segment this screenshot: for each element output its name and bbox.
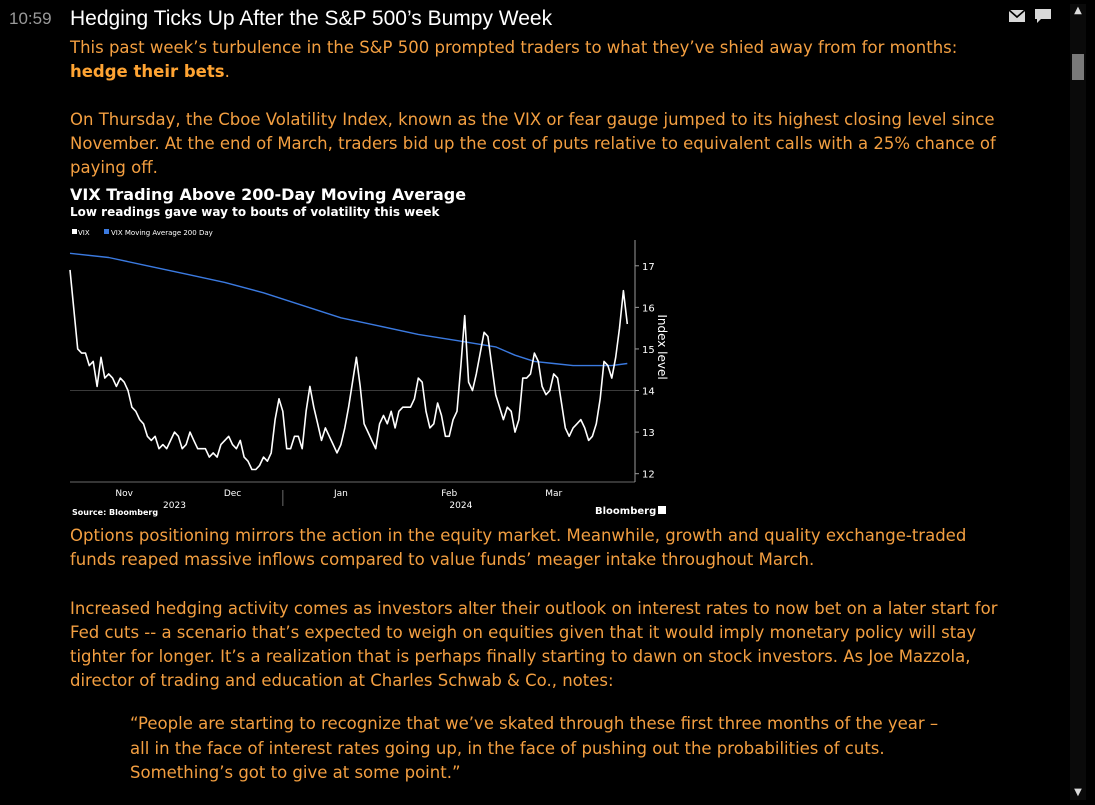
- legend-label-ma: VIX Moving Average 200 Day: [111, 229, 213, 237]
- y-tick-label: 14: [642, 387, 655, 398]
- mail-icon[interactable]: [1008, 8, 1026, 24]
- story-actions: [1008, 8, 1052, 24]
- intro-text-end: .: [224, 62, 230, 81]
- paragraph-options: Options positioning mirrors the action i…: [70, 526, 967, 569]
- intro-text: This past week’s turbulence in the S&P 5…: [70, 38, 958, 57]
- legend-swatch-ma: [104, 229, 109, 234]
- legend-label-vix: VIX: [78, 229, 90, 237]
- plot-area: 12 13 14 15 16 17 Nov Dec Jan Feb Mar 2023 2024: [69, 240, 655, 511]
- headline: Hedging Ticks Up After the S&P 500’s Bum…: [70, 7, 553, 30]
- scrollbar[interactable]: ▲ ▼: [1070, 4, 1086, 800]
- x-tick-label: Dec: [224, 489, 241, 499]
- x-tick-label: Mar: [545, 489, 562, 499]
- y-tick-label: 15: [642, 345, 655, 356]
- scroll-down-icon[interactable]: ▼: [1074, 787, 1082, 798]
- paragraph-vix: On Thursday, the Cboe Volatility Index, …: [70, 110, 996, 177]
- y-axis-label: Index level: [655, 314, 669, 379]
- x-tick-label: Feb: [441, 489, 457, 499]
- y-tick-label: 16: [642, 303, 655, 314]
- chart-subtitle: Low readings gave way to bouts of volati…: [70, 205, 441, 219]
- series-line-vix: [69, 269, 629, 471]
- scroll-thumb[interactable]: [1072, 54, 1084, 80]
- bloomberg-logo-icon: [658, 506, 666, 514]
- scroll-up-icon[interactable]: ▲: [1074, 5, 1082, 16]
- paragraph-intro: This past week’s turbulence in the S&P 5…: [70, 36, 1000, 84]
- chart-legend: VIX VIX Moving Average 200 Day: [72, 229, 213, 237]
- x-year-label: 2024: [449, 501, 472, 511]
- comment-icon[interactable]: [1034, 8, 1052, 24]
- y-tick-label: 12: [642, 470, 655, 481]
- paragraph-hedging: Increased hedging activity comes as inve…: [70, 599, 998, 690]
- legend-swatch-vix: [72, 229, 77, 234]
- series-line-ma: [69, 252, 628, 367]
- x-tick-label: Jan: [333, 489, 348, 499]
- brand-label: Bloomberg: [595, 506, 656, 517]
- x-tick-label: Nov: [115, 489, 133, 499]
- intro-bold-text: hedge their bets: [70, 62, 225, 81]
- x-year-label: 2023: [163, 501, 186, 511]
- y-tick-label: 17: [642, 262, 655, 273]
- vix-chart: VIX Trading Above 200-Day Moving Average…: [69, 185, 669, 517]
- blockquote: “People are starting to recognize that w…: [130, 714, 939, 782]
- timestamp: 10:59: [9, 9, 52, 28]
- chart-title: VIX Trading Above 200-Day Moving Average: [70, 185, 466, 204]
- y-tick-label: 13: [642, 428, 655, 439]
- chart-source: Source: Bloomberg: [72, 508, 158, 517]
